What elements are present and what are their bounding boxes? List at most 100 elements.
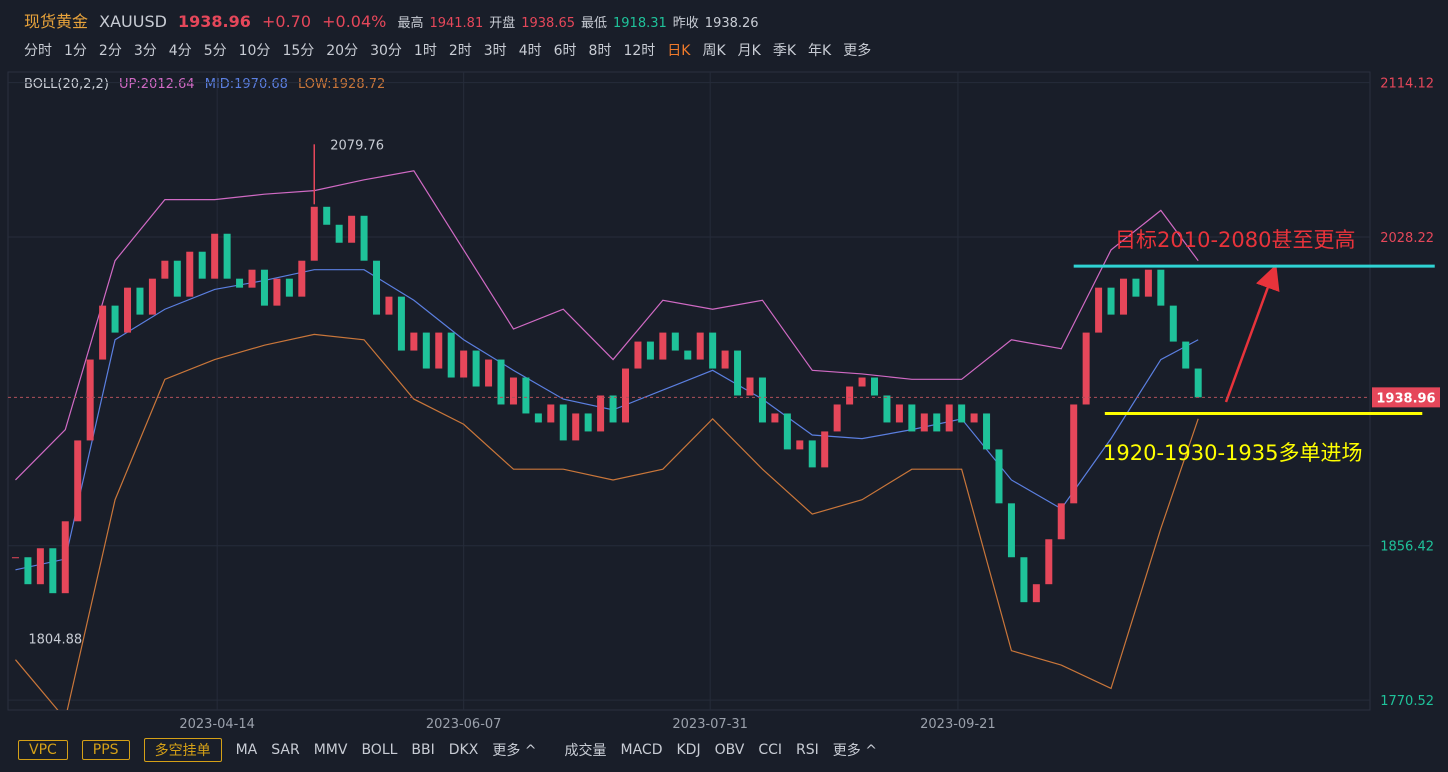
timeframe-tab[interactable]: 8时 [588,43,612,59]
candle [323,206,331,225]
timeframe-tab[interactable]: 10分 [238,43,271,59]
main-indicator[interactable]: BBI [411,742,435,758]
candle [808,440,816,468]
sub-indicator[interactable]: KDJ [676,742,701,758]
boll-mid: MID:1970.68 [204,77,288,92]
timeframe-tab[interactable]: 月K [737,43,761,59]
main-indicator[interactable]: 更多 ^ [492,743,537,759]
candle [397,296,405,351]
sub-indicator[interactable]: MACD [620,742,663,758]
max-label: 2079.76 [330,138,384,153]
timeframe-tab[interactable]: 20分 [326,43,359,59]
timeframe-tab[interactable]: 更多 [843,43,872,59]
timeframe-tab[interactable]: 分时 [24,43,52,59]
candle [734,350,742,396]
candle [310,206,318,261]
candle [659,332,667,360]
timeframe-tab[interactable]: 1分 [64,43,87,59]
candle [871,377,879,396]
candle [1132,278,1140,297]
candle [771,413,779,423]
main-indicator[interactable]: BOLL [361,742,398,758]
timeframe-tab[interactable]: 6时 [553,43,577,59]
candle [584,413,592,432]
stat-value: 1941.81 [429,16,484,31]
candle [422,332,430,369]
candle [746,377,754,396]
sub-indicator[interactable]: 更多 ^ [832,743,877,759]
button[interactable]: PPS [81,740,130,760]
main-indicator[interactable]: MMV [313,742,348,758]
timeframe-tab[interactable]: 日K [667,43,691,59]
candle [572,413,580,441]
candle [858,377,866,387]
boll-up: UP:2012.64 [119,77,195,92]
timeframe-tab[interactable]: 季K [772,43,797,59]
candle [1057,503,1065,540]
last-price-label: 1938.96 [1376,391,1435,406]
main-indicator[interactable]: MA [235,742,258,758]
timeframe-tab[interactable]: 周K [702,43,726,59]
button[interactable]: VPC [18,740,68,760]
candle [435,332,443,369]
timeframe-tab[interactable]: 3时 [483,43,507,59]
candle [883,395,891,423]
timeframe-tab[interactable]: 12时 [623,43,656,59]
sub-indicator[interactable]: RSI [796,742,819,758]
timeframe-tab[interactable]: 1时 [413,43,437,59]
candle [273,278,281,306]
timeframe-tab[interactable]: 30分 [370,43,402,59]
candle [74,440,82,522]
timeframe-tab[interactable]: 2分 [98,43,122,59]
timeframe-tab[interactable]: 4时 [518,43,542,59]
timeframe-tab[interactable]: 2时 [448,43,472,59]
candle [86,359,94,441]
timeframe-tab[interactable]: 15分 [282,43,315,59]
x-tick-label: 2023-04-14 [179,717,255,732]
stat-value: 1918.31 [613,16,667,31]
candle [173,260,181,297]
header: 现货黄金 XAUUSD 1938.96 +0.70 +0.04% 最高 1941.… [24,8,771,32]
candle [597,395,605,432]
candle [1169,305,1177,342]
timeframe-tab[interactable]: 5分 [203,43,227,59]
candle [646,341,654,360]
candle [24,557,32,585]
sub-indicator[interactable]: CCI [758,742,783,758]
timeframe-tab[interactable]: 3分 [133,43,157,59]
candle [348,215,356,243]
timeframe-tab[interactable]: 4分 [168,43,192,59]
candle [671,332,679,351]
candle [970,413,978,423]
candle [995,449,1003,504]
stat-label: 开盘 [489,16,516,31]
arrow [1224,264,1280,403]
x-tick-label: 2023-06-07 [426,717,502,732]
candle [460,350,468,378]
candle [1032,584,1040,603]
name: 现货黄金 [24,12,89,31]
symbol[interactable]: XAUUSD [99,12,167,31]
x-tick-label: 2023-07-31 [672,717,748,732]
candle [696,332,704,360]
sub-indicator[interactable]: 成交量 [564,743,607,759]
boll-line [15,170,1199,481]
sub-indicator[interactable]: OBV [714,742,745,758]
main-indicator[interactable]: DKX [448,742,479,758]
stat-value: 1938.26 [704,16,759,31]
candle [1045,539,1053,585]
candle [1194,368,1202,398]
candle [758,377,766,423]
stat-label: 最低 [581,16,608,31]
main-indicator[interactable]: SAR [271,742,300,758]
candle [622,368,630,423]
candle [709,332,717,369]
candle [335,224,343,243]
button[interactable]: 多空挂单 [143,738,222,762]
y-tick-label: 2114.12 [1380,77,1434,92]
candle [721,350,729,369]
entry-text: 1920-1930-1935多单进场 [1103,441,1363,465]
candle [846,386,854,405]
timeframe-tab[interactable]: 年K [808,43,832,59]
